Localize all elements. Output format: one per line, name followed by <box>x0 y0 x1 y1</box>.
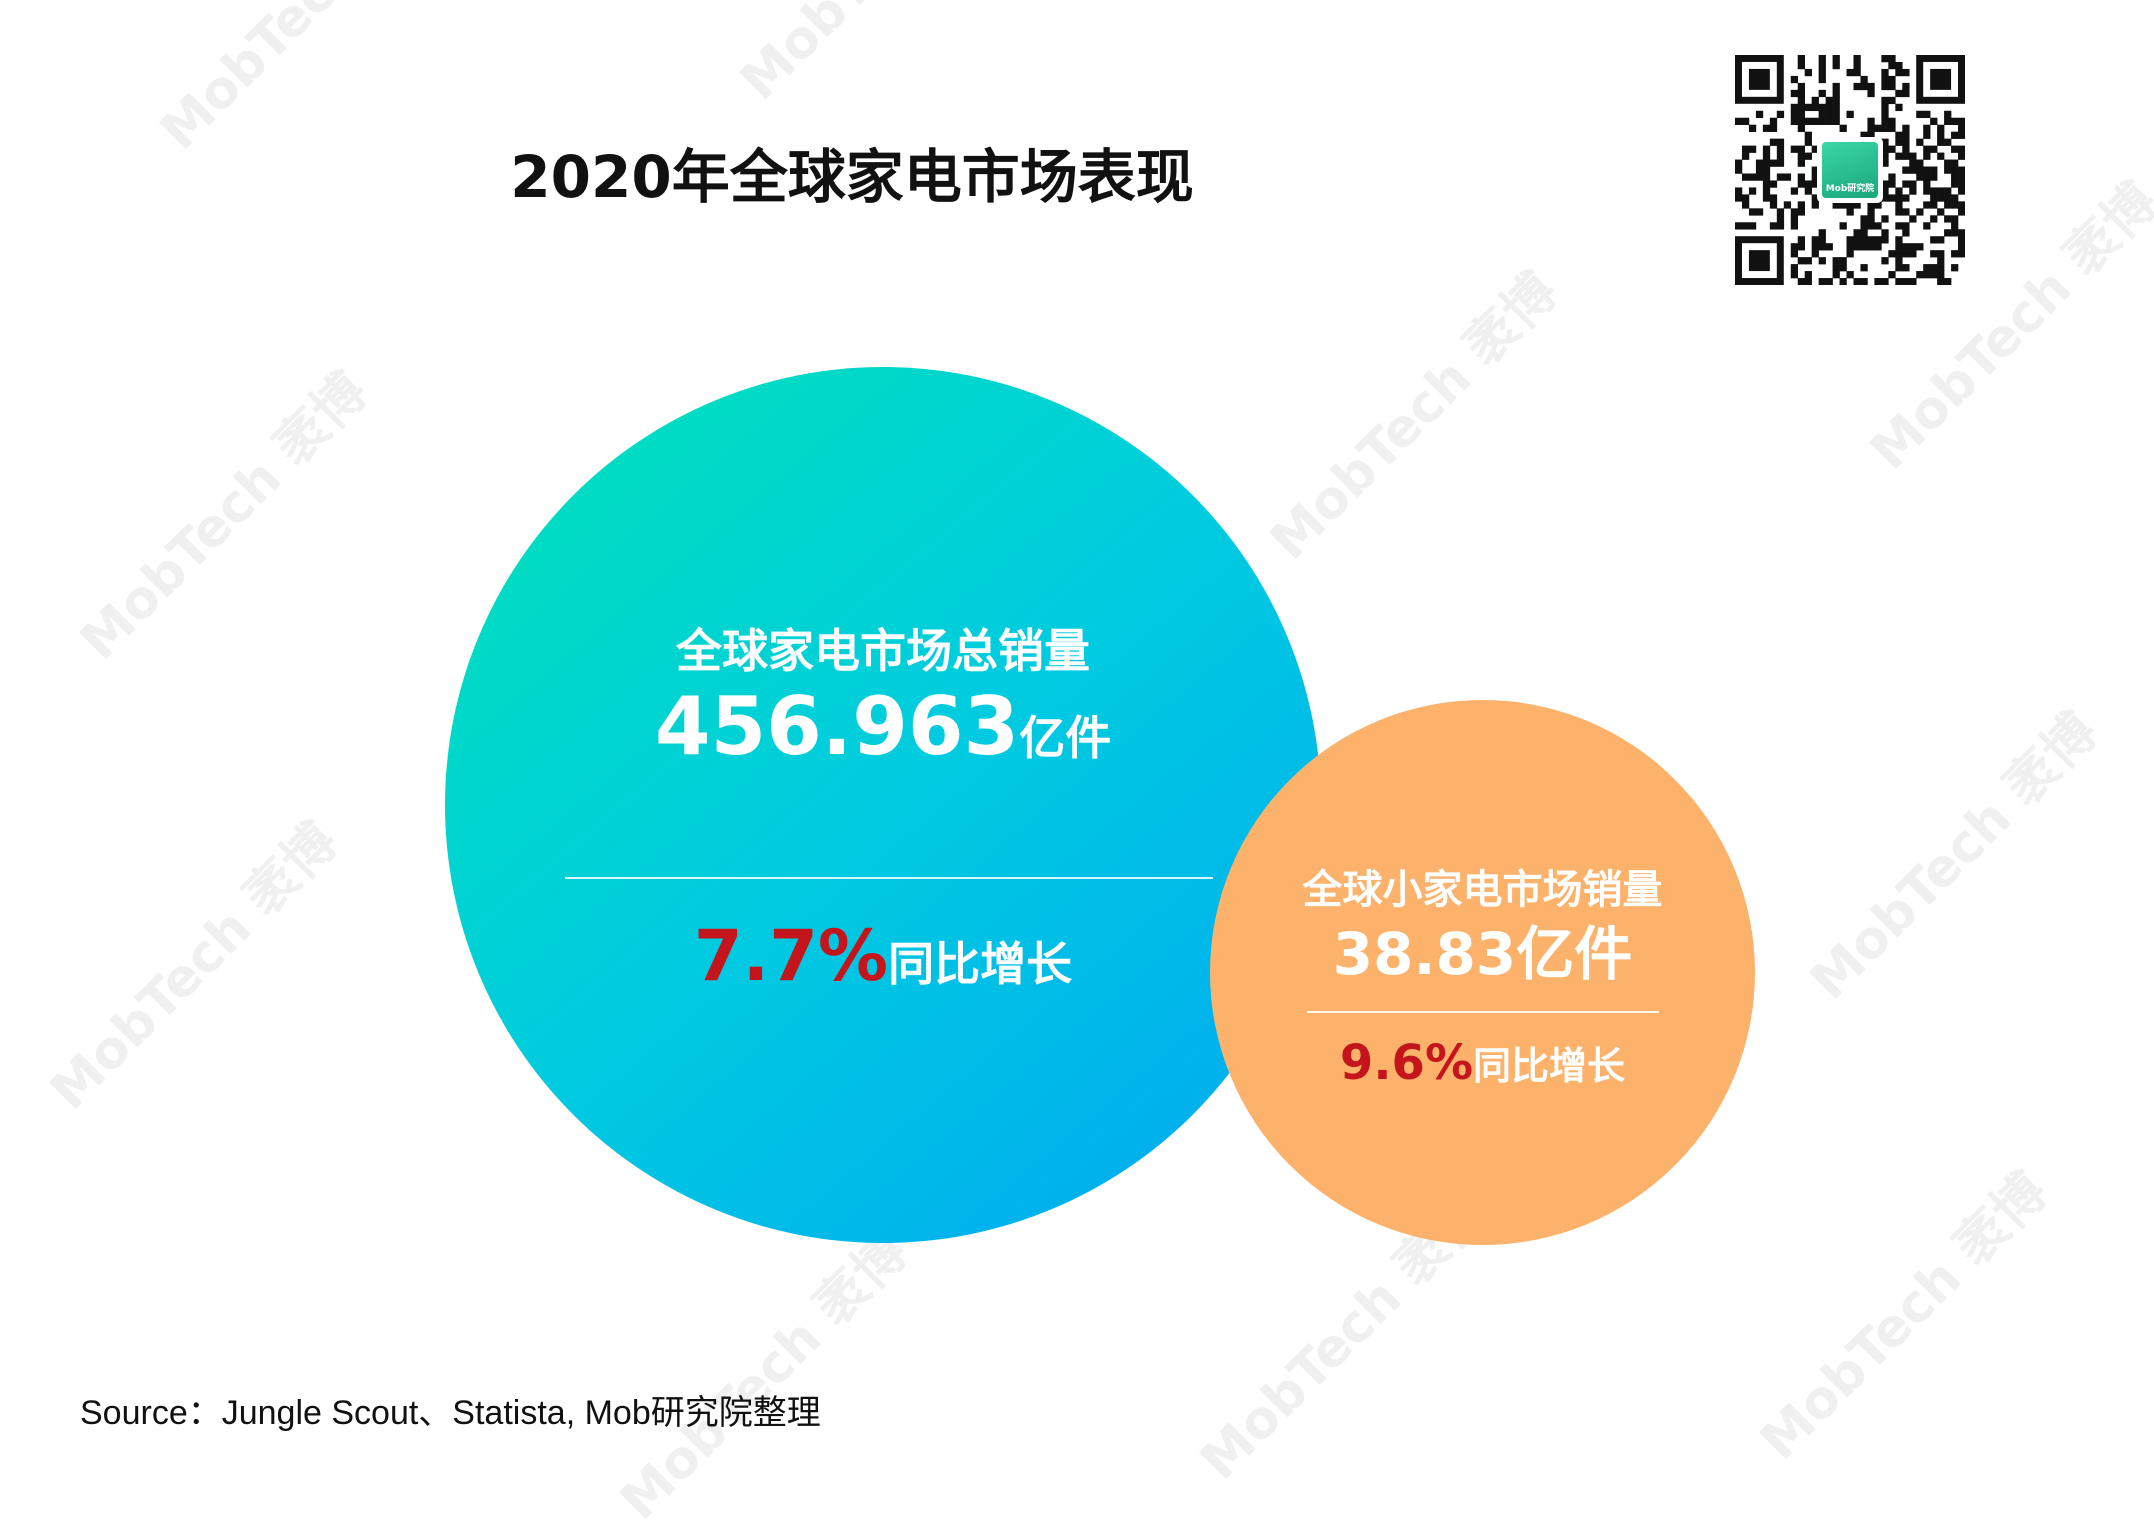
qr-logo-text: Mob研究院 <box>1822 142 1878 198</box>
bubble-total-label: 全球家电市场总销量 <box>676 624 1090 678</box>
watermark: MobTech 袤博 <box>1749 1161 2060 1472</box>
chart-title: 2020年全球家电市场表现 <box>510 143 1194 211</box>
bubble-small-growth: 9.6%同比增长 <box>1210 1035 1755 1091</box>
qr-logo: Mob研究院 <box>1817 137 1883 203</box>
watermark: MobTech 袤博 <box>69 361 380 672</box>
bubble-total-growth-pct: 7.7% <box>693 915 889 997</box>
bubble-total-growth-label: 同比增长 <box>888 937 1073 991</box>
watermark: MobTech 袤博 <box>720 0 1041 113</box>
qr-code-icon <box>1735 55 1966 286</box>
qr-code: Mob研究院 <box>1735 55 1966 286</box>
bubble-total-growth: 7.7%同比增长 <box>445 915 1321 997</box>
watermark: MobTech 袤博 <box>39 811 350 1122</box>
bubble-small-value: 38.83亿件 <box>1210 907 1755 991</box>
bubble-small-label: 全球小家电市场销量 <box>1302 867 1663 913</box>
bubble-total-divider <box>565 877 1213 879</box>
bubble-small-unit: 亿件 <box>1516 920 1633 988</box>
watermark: MobTech 袤博 <box>1259 261 1570 572</box>
bubble-small-divider <box>1307 1011 1659 1013</box>
watermark: MobTech 袤博 <box>609 1221 920 1532</box>
bubble-total <box>445 367 1321 1243</box>
bubble-small-appliance <box>1210 700 1755 1245</box>
bubble-total-number: 456.963 <box>654 680 1020 773</box>
source-note: Source：Jungle Scout、Statista, Mob研究院整理 <box>80 1394 821 1432</box>
bubble-total-value: 456.963亿件 <box>445 680 1321 773</box>
bubble-small-growth-label: 同比增长 <box>1473 1044 1626 1088</box>
bubble-small-number: 38.83 <box>1332 920 1517 988</box>
bubble-total-unit: 亿件 <box>1019 711 1112 765</box>
bubble-small-growth-pct: 9.6% <box>1339 1035 1474 1091</box>
watermark: MobTech 袤博 <box>1799 701 2110 1012</box>
